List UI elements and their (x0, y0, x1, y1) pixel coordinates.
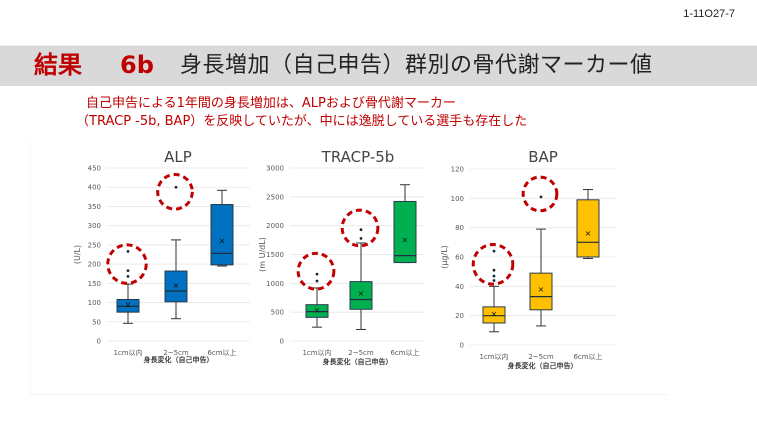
outlier-highlight-circle (521, 175, 559, 213)
summary-line-1: 自己申告による1年間の身長増加は、ALPおよび骨代謝マーカー (86, 96, 456, 111)
y-tick-label: 0 (97, 338, 101, 346)
y-tick-label: 200 (88, 261, 101, 269)
x-tick-label: 6cm以上 (207, 348, 236, 357)
box-1: × (349, 228, 373, 330)
outlier-point (359, 228, 363, 232)
mean-marker-icon: × (173, 281, 180, 290)
outlier-highlight-circle (106, 243, 148, 285)
box-0: × (305, 272, 329, 328)
mean-marker-icon: × (585, 229, 592, 238)
bap-chart: 0 20 40 60 80 100 120 BAP (μg/L) 1cm以内 2~5cm 6cm以上身… (440, 148, 615, 370)
slide-id: 1-11O27-7 (683, 8, 735, 20)
x-tick-label: 1cm以内 (302, 348, 331, 357)
y-axis-label: (U/L) (73, 245, 82, 264)
charts-panel (30, 140, 667, 395)
box-1: × (164, 185, 188, 320)
y-tick-label: 0 (280, 338, 284, 346)
box-iqr (164, 270, 188, 303)
box-iqr (393, 200, 417, 264)
x-tick-label: 2~5cm (528, 353, 554, 361)
box-iqr (349, 281, 373, 310)
y-tick-label: 80 (455, 224, 464, 232)
outlier-point (539, 195, 543, 199)
y-tick-label: 1000 (266, 280, 284, 288)
x-axis-label: 身長変化（自己申告） (143, 355, 214, 364)
box-0: × (482, 249, 506, 333)
y-tick-label: 60 (455, 254, 464, 262)
chart-title: TRACP-5b (321, 148, 395, 166)
y-axis-label: (μg/L) (440, 245, 449, 269)
outlier-highlight-circle (296, 251, 336, 291)
box-0: × (116, 250, 140, 324)
y-tick-label: 2000 (266, 222, 284, 230)
y-tick-label: 500 (271, 309, 284, 317)
mean-marker-icon: × (125, 300, 132, 309)
box-2: × (210, 189, 234, 267)
outlier-point (492, 274, 496, 278)
box-1: × (529, 195, 553, 327)
x-axis-label: 身長変化（自己申告） (507, 361, 578, 370)
chart-title: ALP (164, 148, 192, 166)
outlier-highlight-circle (471, 243, 515, 286)
title-bar: 結果 6b 身長増加（自己申告）群別の骨代謝マーカー値 (0, 45, 757, 86)
y-axis-label: (m U/dL) (258, 237, 267, 272)
outlier-highlight-circle (156, 173, 194, 211)
box-iqr (210, 204, 234, 266)
mean-marker-icon: × (358, 289, 365, 298)
y-tick-label: 1500 (266, 251, 284, 259)
section-number: 6b (120, 51, 154, 79)
alp-chart: 0 50 100 150 200 250 300 350 400 450 ALP (U/L) 1cm以内… (73, 148, 250, 364)
mean-marker-icon: × (402, 236, 409, 245)
x-tick-label: 6cm以上 (573, 352, 602, 361)
x-tick-label: 1cm以内 (479, 352, 508, 361)
y-tick-label: 50 (92, 318, 101, 326)
x-axis-label: 身長変化（自己申告） (322, 357, 393, 366)
outlier-point (126, 250, 130, 253)
y-tick-label: 400 (88, 184, 101, 192)
outlier-highlight-circle (340, 208, 380, 248)
summary-line-2: （TRACP -5b, BAP）を反映していたが、中には逸脱している選手も存在し… (76, 114, 528, 129)
x-tick-label: 6cm以上 (390, 348, 419, 357)
x-tick-label: 1cm以内 (113, 348, 142, 357)
y-tick-label: 100 (451, 195, 464, 203)
outlier-point (174, 185, 178, 189)
y-tick-label: 3000 (266, 165, 284, 173)
mean-marker-icon: × (491, 310, 498, 319)
outlier-point (315, 279, 319, 283)
x-tick-label: 2~5cm (163, 349, 189, 357)
outlier-point (492, 268, 496, 272)
page-title: 身長増加（自己申告）群別の骨代謝マーカー値 (180, 53, 653, 78)
mean-marker-icon: × (219, 237, 226, 246)
y-tick-label: 120 (451, 166, 464, 174)
y-tick-label: 350 (88, 203, 101, 211)
outlier-point (359, 236, 363, 240)
y-tick-label: 40 (455, 283, 464, 291)
y-tick-label: 150 (88, 280, 101, 288)
y-tick-label: 450 (88, 165, 101, 173)
summary-text: 自己申告による1年間の身長増加は、ALPおよび骨代謝マーカー （TRACP -5… (76, 95, 527, 131)
y-tick-label: 2500 (266, 193, 284, 201)
y-tick-label: 300 (88, 222, 101, 230)
outlier-point (126, 269, 130, 273)
result-label: 結果 (34, 51, 82, 79)
box-2: × (576, 189, 600, 259)
mean-marker-icon: × (314, 306, 321, 315)
outlier-point (492, 279, 496, 282)
y-tick-label: 250 (88, 241, 101, 249)
outlier-point (126, 275, 130, 278)
outlier-point (492, 249, 496, 253)
box-iqr (482, 306, 506, 324)
box-2: × (393, 184, 417, 264)
y-tick-label: 100 (88, 299, 101, 307)
outlier-point (315, 272, 319, 276)
y-tick-label: 20 (455, 312, 464, 320)
x-tick-label: 2~5cm (348, 349, 374, 357)
box-iqr (529, 272, 553, 311)
mean-marker-icon: × (538, 285, 545, 294)
tracp-5b-chart: 0 500 1000 1500 2000 2500 3000 TRACP-5b (m U/dL)… (258, 148, 425, 366)
chart-title: BAP (528, 148, 558, 166)
y-tick-label: 0 (460, 342, 464, 350)
